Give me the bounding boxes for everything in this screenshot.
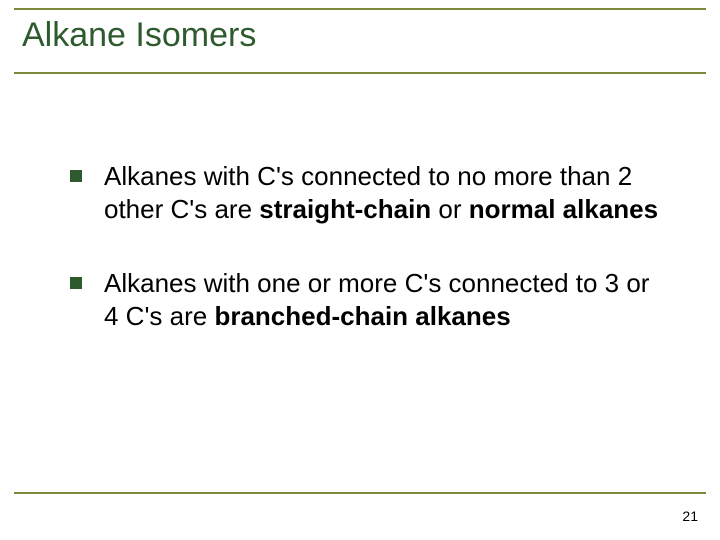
bullet-item: Alkanes with C's connected to no more th… bbox=[70, 160, 670, 227]
text-run: or bbox=[431, 194, 469, 224]
title-area: Alkane Isomers bbox=[14, 8, 706, 74]
text-run-bold: branched-chain alkanes bbox=[214, 301, 510, 331]
slide: Alkane Isomers Alkanes with C's connecte… bbox=[0, 0, 720, 540]
bullet-text: Alkanes with one or more C's connected t… bbox=[104, 267, 670, 334]
page-number: 21 bbox=[682, 508, 698, 524]
text-run-bold: straight-chain bbox=[259, 194, 431, 224]
square-bullet-icon bbox=[70, 277, 82, 289]
bullet-text: Alkanes with C's connected to no more th… bbox=[104, 160, 670, 227]
slide-title: Alkane Isomers bbox=[14, 16, 706, 55]
body-area: Alkanes with C's connected to no more th… bbox=[70, 160, 670, 373]
square-bullet-icon bbox=[70, 170, 82, 182]
footer-divider bbox=[14, 492, 706, 494]
bullet-item: Alkanes with one or more C's connected t… bbox=[70, 267, 670, 334]
text-run-bold: normal alkanes bbox=[469, 194, 658, 224]
